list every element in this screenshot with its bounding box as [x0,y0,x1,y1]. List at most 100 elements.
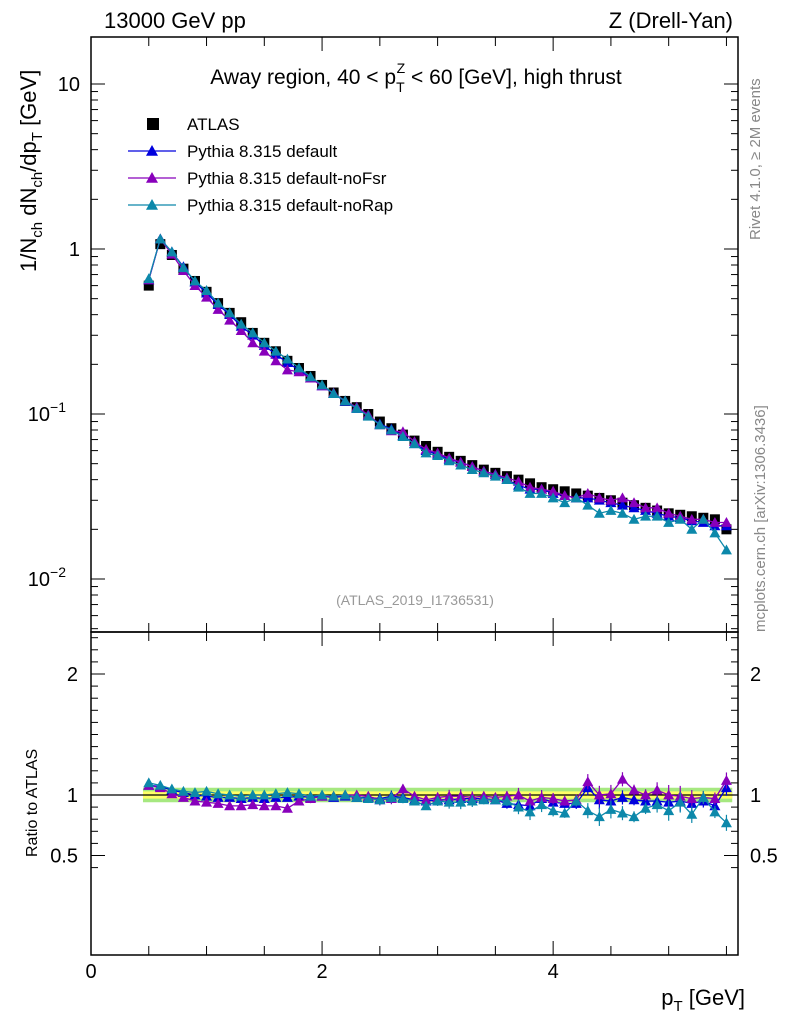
pythia-8-315-default-nofsr-point [686,513,698,524]
pythia-8-315-default-nofsr-ratio-point [512,789,524,800]
pythia-8-315-default-nofsr-line [148,237,727,524]
pythia-8-315-default-nofsr-ratio-point [663,789,675,800]
pythia-8-315-default-nofsr-point [628,497,640,508]
pythia-8-315-default-nofsr-point [559,490,571,501]
pythia-8-315-default-norap-ratio-point [524,806,536,817]
pythia-8-315-default-norap-ratio-point [651,799,663,810]
pythia-8-315-default-norap-ratio-point [593,811,605,822]
pythia-8-315-default-norap-point [640,510,652,521]
pythia-8-315-default-nofsr-ratio-point [224,800,236,811]
pythia-8-315-default-nofsr-ratio-point [536,791,548,802]
pythia-8-315-default-norap-point [235,318,247,329]
pythia-8-315-default-norap-point [420,447,432,458]
pythia-8-315-default-nofsr-point [281,364,293,375]
pythia-8-315-default-norap-ratio-point [212,788,224,799]
pythia-8-315-default-nofsr-ratio-point [247,799,259,810]
pythia-8-315-default-norap-point [501,474,513,485]
pythia-8-315-default-norap-point [443,455,455,466]
pythia-8-315-default-norap-point [455,459,467,470]
legend-label-pythia-8-315-default-norap: Pythia 8.315 default-noRap [187,196,393,215]
pythia-8-315-default-norap-point [143,273,155,284]
pythia-8-315-default-nofsr-ratio-point [177,791,189,802]
pythia-8-315-default-line [148,237,727,527]
pythia-8-315-default-norap-ratio-point [570,795,582,806]
pythia-8-315-default-nofsr-ratio-point [397,783,409,794]
plot-title-prefix: Away region, 40 < p [210,66,396,89]
ratio-y-tick-label: 1 [67,785,78,807]
main-plot-panel: 10 1 10−1 10−2 Away region, 40 < pTZ < 60 [… [16,36,739,633]
pythia-8-315-default-norap-point [177,262,189,273]
pythia-8-315-default-nofsr-ratio-point [547,793,559,804]
pythia-8-315-default-norap-ratio-point [258,789,270,800]
pythia-8-315-default-norap-ratio-point [154,779,166,790]
pythia-8-315-default-norap-ratio-point [559,807,571,818]
legend-label-pythia-8-315-default-nofsr: Pythia 8.315 default-noFsr [187,169,387,188]
pythia-8-315-default-norap-point [201,285,213,295]
pythia-8-315-default-norap-ratio-point [362,793,374,804]
ratio-y-tick-label-right: 1 [750,785,761,807]
pythia-8-315-default-nofsr-point [593,492,605,503]
pythia-8-315-default-norap-point [536,487,548,498]
pythia-8-315-default-norap-point [270,345,282,356]
pythia-8-315-default-nofsr-ratio-point [212,797,224,808]
legend-atlas-marker [147,118,159,130]
main-ylabel: 1/Nch dNch/dpT [GeV] [16,70,46,272]
legend-marker [146,145,158,156]
pythia-8-315-default-norap-point [466,464,478,475]
pythia-8-315-default-norap-point [362,410,374,421]
pythia-8-315-default-nofsr-point [720,517,732,527]
pythia-8-315-default-norap-ratio-point [166,783,178,794]
pythia-8-315-default-norap-point [524,487,536,498]
pythia-8-315-default-norap-point [351,402,363,413]
pythia-8-315-default-nofsr-ratio-point [524,795,536,806]
x-tick-label: 4 [548,961,559,983]
pythia-8-315-default-norap-ratio-point [293,788,305,799]
plot-title-sup: Z [397,60,406,76]
pythia-8-315-default-nofsr-point [524,481,536,492]
pythia-8-315-default-norap-ratio-point [328,790,340,801]
pythia-8-315-default-norap-ratio-point [339,789,351,800]
pythia-8-315-default-norap-point [224,307,236,318]
pythia-8-315-default-norap-point [189,275,201,286]
pythia-8-315-default-norap-ratio-point [582,805,594,816]
ratio-ylabel: Ratio to ATLAS [24,749,41,857]
y-tick-label-exp: −1 [50,399,66,415]
pythia-8-315-default-norap-ratio-point [305,790,317,801]
ratio-y-tick-label: 0.5 [50,846,78,868]
pythia-8-315-default-norap-ratio-point [385,791,397,802]
pythia-8-315-default-norap-ratio-point [686,808,698,819]
pythia-8-315-default-norap-point [281,353,293,364]
pythia-8-315-default-norap-point [316,379,328,390]
pythia-8-315-default-norap-point [305,371,317,382]
pythia-8-315-default-nofsr-point [582,487,594,498]
pythia-8-315-default-nofsr-ratio-point [582,776,594,787]
y-tick-label-exp: −2 [50,564,66,580]
mcplots-label: mcplots.cern.ch [arXiv:1306.3436] [752,405,769,632]
analysis-tag: (ATLAS_2019_I1736531) [336,592,494,608]
pythia-8-315-default-norap-point [212,297,224,308]
pythia-8-315-default-nofsr-ratio-point [651,784,663,795]
ratio-plot-frame [90,631,739,956]
pythia-8-315-default-norap-point [478,467,490,478]
pythia-8-315-default-nofsr-ratio-point [605,788,617,799]
pythia-8-315-default-nofsr-point [547,485,559,496]
pythia-8-315-default-norap-line [148,237,727,551]
pythia-8-315-default-norap-ratio-point [674,796,686,807]
y-tick-label: 1 [69,239,80,261]
pythia-8-315-default-nofsr-ratio-point [270,800,282,811]
pythia-8-315-default-norap-point [547,492,559,503]
pythia-8-315-default-norap-point [720,544,732,555]
pythia-8-315-default-nofsr-point [709,517,721,527]
ratio-y-tick-label-right: 0.5 [750,846,778,868]
pythia-8-315-default-nofsr-ratio-point [709,793,721,804]
pythia-8-315-default-ratio-point [616,791,628,802]
pythia-8-315-default-nofsr-point [616,492,628,503]
pythia-8-315-default-norap-point [570,492,582,503]
pythia-8-315-default-nofsr-ratio-point [201,796,213,807]
pythia-8-315-default-nofsr-ratio-point [420,794,432,805]
pythia-8-315-default-norap-point [674,513,686,524]
atlas-point [155,239,166,250]
plot-title: Away region, 40 < pTZ < 60 [GeV], high t… [210,60,622,95]
pythia-8-315-default-norap-ratio-point [432,795,444,806]
